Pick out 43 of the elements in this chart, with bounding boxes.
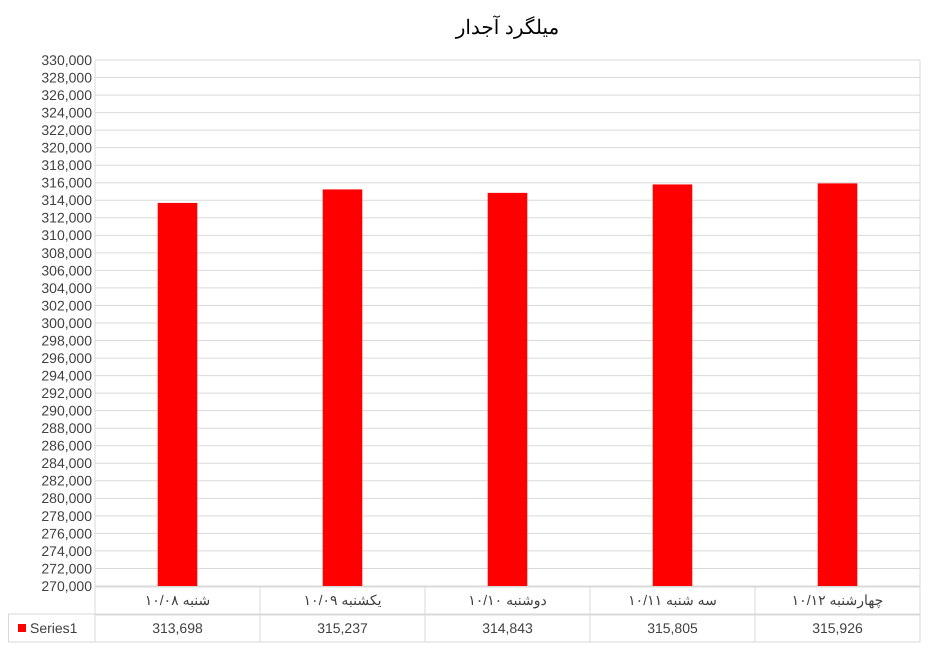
y-tick-label: 290,000	[41, 402, 92, 419]
y-tick-label: 308,000	[41, 244, 92, 261]
y-tick-label: 324,000	[41, 104, 92, 120]
data-label: 315,805	[647, 620, 698, 636]
y-tick-label: 330,000	[41, 52, 92, 68]
y-tick-label: 294,000	[41, 368, 92, 384]
x-tick-label: شنبه ۱۰/۰۸	[144, 592, 210, 608]
y-tick-label: 276,000	[41, 525, 92, 542]
chart-title: میلگرد آجدار	[454, 15, 560, 39]
data-label: 315,237	[317, 620, 368, 636]
y-tick-label: 282,000	[41, 472, 92, 489]
y-tick-label: 320,000	[41, 140, 92, 156]
x-tick-label: سه شنبه ۱۰/۱۱	[628, 592, 717, 608]
y-tick-label: 272,000	[41, 560, 92, 576]
y-tick-label: 326,000	[41, 86, 92, 103]
y-tick-label: 312,000	[41, 210, 92, 226]
y-tick-label: 298,000	[41, 332, 92, 348]
y-tick-label: 286,000	[41, 438, 92, 454]
y-tick-label: 306,000	[41, 262, 92, 278]
data-label: 313,698	[152, 620, 204, 636]
y-tick-label: 296,000	[41, 350, 92, 366]
x-tick-label: دوشنبه ۱۰/۱۰	[468, 592, 547, 609]
y-tick-label: 314,000	[41, 192, 92, 208]
x-tick-label: چهارشنبه ۱۰/۱۲	[792, 592, 884, 609]
y-tick-label: 316,000	[41, 174, 92, 191]
y-tick-label: 280,000	[41, 490, 92, 506]
y-tick-label: 278,000	[41, 508, 92, 524]
y-tick-label: 270,000	[41, 578, 92, 594]
legend-label: Series1	[30, 620, 78, 636]
y-tick-label: 328,000	[41, 69, 92, 86]
y-tick-label: 292,000	[41, 385, 92, 402]
y-tick-label: 288,000	[41, 420, 92, 436]
data-label: 314,843	[482, 620, 534, 636]
y-tick-label: 310,000	[41, 227, 92, 244]
y-tick-label: 284,000	[41, 455, 92, 472]
y-tick-label: 300,000	[41, 314, 92, 331]
y-tick-label: 304,000	[41, 280, 92, 296]
y-tick-label: 322,000	[41, 122, 92, 138]
y-tick-label: 318,000	[41, 157, 92, 174]
x-tick-label: یکشنبه ۱۰/۰۹	[304, 592, 382, 608]
data-label: 315,926	[812, 620, 864, 636]
y-tick-label: 302,000	[41, 297, 92, 314]
y-tick-label: 274,000	[41, 542, 92, 559]
